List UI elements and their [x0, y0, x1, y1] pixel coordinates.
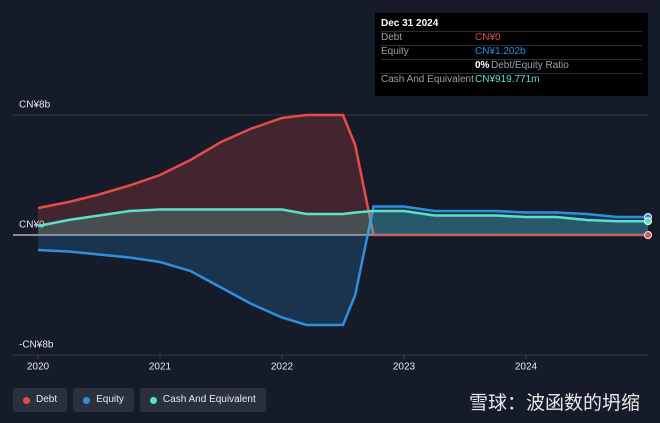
legend-swatch	[83, 396, 91, 404]
tooltip-label: Equity	[381, 46, 409, 57]
tooltip-value: CN¥1.202b	[475, 46, 526, 57]
end-marker	[644, 217, 652, 226]
y-tick-label: CN¥8b	[19, 100, 51, 111]
area	[38, 115, 648, 235]
legend-swatch	[23, 396, 30, 404]
legend-item[interactable]: Cash And Equivalent	[139, 388, 266, 412]
y-tick-label: -CN¥8b	[19, 340, 54, 351]
x-tick-label: 2023	[393, 362, 416, 373]
ratio-value: 0%	[475, 60, 490, 71]
tooltip-value: CN¥0	[475, 32, 501, 43]
tooltip-row: Equity CN¥1.202b	[381, 45, 642, 60]
y-tick-label: CN¥0	[19, 220, 45, 231]
watermark: 雪球：波函数的坍缩	[468, 393, 640, 414]
legend: Debt Equity Cash And Equivalent	[13, 388, 266, 412]
tooltip: Dec 31 2024 Debt CN¥0 Equity CN¥1.202b 0% D…	[375, 13, 648, 96]
x-tick-label: 2024	[515, 362, 538, 373]
tooltip-label: Debt	[381, 32, 403, 43]
x-tick-label: 2020	[27, 362, 50, 373]
tooltip-value: CN¥919.771m	[475, 74, 540, 85]
legend-label: Equity	[96, 394, 124, 405]
x-tick-label: 2021	[149, 362, 172, 373]
tooltip-date: Dec 31 2024	[381, 17, 642, 32]
ratio-label: Debt/Equity Ratio	[491, 60, 569, 71]
x-tick-label: 2022	[271, 362, 294, 373]
end-marker	[644, 231, 652, 239]
tooltip-row: Cash And Equivalent CN¥919.771m	[381, 73, 642, 87]
legend-item[interactable]: Debt	[13, 388, 68, 412]
legend-label: Debt	[36, 394, 58, 405]
tooltip-label: Cash And Equivalent	[381, 74, 474, 85]
legend-item[interactable]: Equity	[73, 388, 134, 412]
tooltip-row: Debt CN¥0	[381, 31, 642, 46]
line	[37, 205, 649, 327]
line	[37, 208, 648, 228]
area	[38, 206, 648, 325]
line	[37, 113, 648, 237]
tooltip-row: 0% Debt/Equity Ratio	[381, 59, 642, 74]
legend-label: Cash And Equivalent	[162, 394, 256, 405]
legend-swatch	[149, 396, 157, 404]
